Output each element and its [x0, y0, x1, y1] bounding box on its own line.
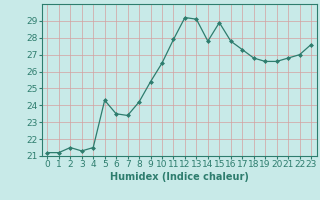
X-axis label: Humidex (Indice chaleur): Humidex (Indice chaleur) — [110, 172, 249, 182]
